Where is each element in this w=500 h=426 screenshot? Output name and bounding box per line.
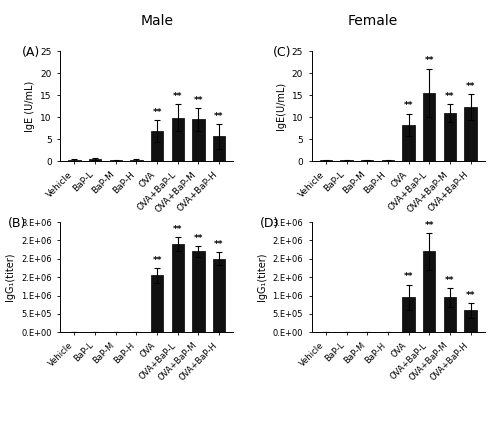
Text: (D): (D) bbox=[260, 216, 279, 230]
Y-axis label: IgG₁(titer): IgG₁(titer) bbox=[6, 253, 16, 302]
Text: Female: Female bbox=[348, 14, 398, 28]
Bar bbox=[402, 297, 415, 332]
Text: **: ** bbox=[404, 272, 413, 281]
Bar bbox=[444, 297, 456, 332]
Bar bbox=[444, 113, 456, 161]
Text: **: ** bbox=[404, 101, 413, 110]
Y-axis label: IgG₁(titer): IgG₁(titer) bbox=[257, 253, 267, 302]
Bar bbox=[68, 160, 80, 161]
Text: **: ** bbox=[445, 276, 454, 285]
Bar bbox=[213, 136, 225, 161]
Bar bbox=[423, 93, 436, 161]
Text: (A): (A) bbox=[22, 46, 40, 59]
Text: **: ** bbox=[194, 96, 203, 105]
Bar bbox=[151, 275, 164, 332]
Text: **: ** bbox=[152, 108, 162, 117]
Text: **: ** bbox=[424, 221, 434, 230]
Bar bbox=[172, 118, 184, 161]
Text: (C): (C) bbox=[274, 46, 292, 59]
Bar bbox=[89, 159, 102, 161]
Bar bbox=[213, 259, 225, 332]
Text: **: ** bbox=[466, 291, 475, 299]
Bar bbox=[402, 125, 415, 161]
Text: **: ** bbox=[214, 240, 224, 249]
Text: **: ** bbox=[194, 233, 203, 242]
Bar bbox=[423, 251, 436, 332]
Y-axis label: IgE(U/mL): IgE(U/mL) bbox=[276, 82, 286, 130]
Text: **: ** bbox=[466, 82, 475, 91]
Text: **: ** bbox=[152, 256, 162, 265]
Text: **: ** bbox=[173, 225, 182, 234]
Bar bbox=[192, 251, 204, 332]
Bar bbox=[464, 310, 476, 332]
Bar bbox=[192, 119, 204, 161]
Text: **: ** bbox=[424, 57, 434, 66]
Bar bbox=[130, 160, 142, 161]
Bar bbox=[151, 131, 164, 161]
Text: (B): (B) bbox=[8, 216, 26, 230]
Bar bbox=[464, 107, 476, 161]
Text: **: ** bbox=[214, 112, 224, 121]
Text: Male: Male bbox=[141, 14, 174, 28]
Bar bbox=[172, 244, 184, 332]
Text: **: ** bbox=[445, 92, 454, 101]
Y-axis label: IgE (U/mL): IgE (U/mL) bbox=[24, 81, 34, 132]
Text: **: ** bbox=[173, 92, 182, 101]
